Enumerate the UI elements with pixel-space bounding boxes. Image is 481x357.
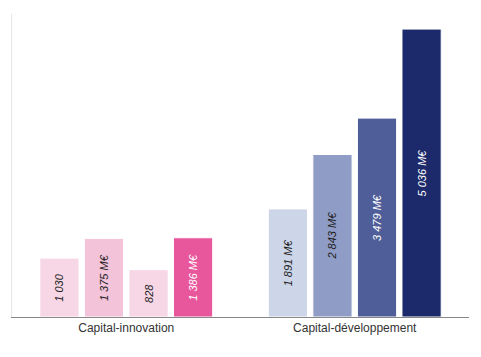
svg-text:1 375 M€: 1 375 M€ — [98, 254, 110, 301]
svg-text:Capital-développement: Capital-développement — [293, 321, 417, 335]
svg-text:3 479 M€: 3 479 M€ — [371, 194, 383, 241]
svg-text:2 843 M€: 2 843 M€ — [326, 212, 338, 260]
svg-text:1 891 M€: 1 891 M€ — [282, 240, 294, 287]
svg-text:1 030: 1 030 — [53, 273, 65, 301]
svg-text:1 386 M€: 1 386 M€ — [187, 254, 199, 301]
svg-text:828: 828 — [143, 284, 155, 303]
svg-text:Capital-innovation: Capital-innovation — [78, 321, 174, 335]
svg-text:5 036 M€: 5 036 M€ — [416, 150, 428, 197]
